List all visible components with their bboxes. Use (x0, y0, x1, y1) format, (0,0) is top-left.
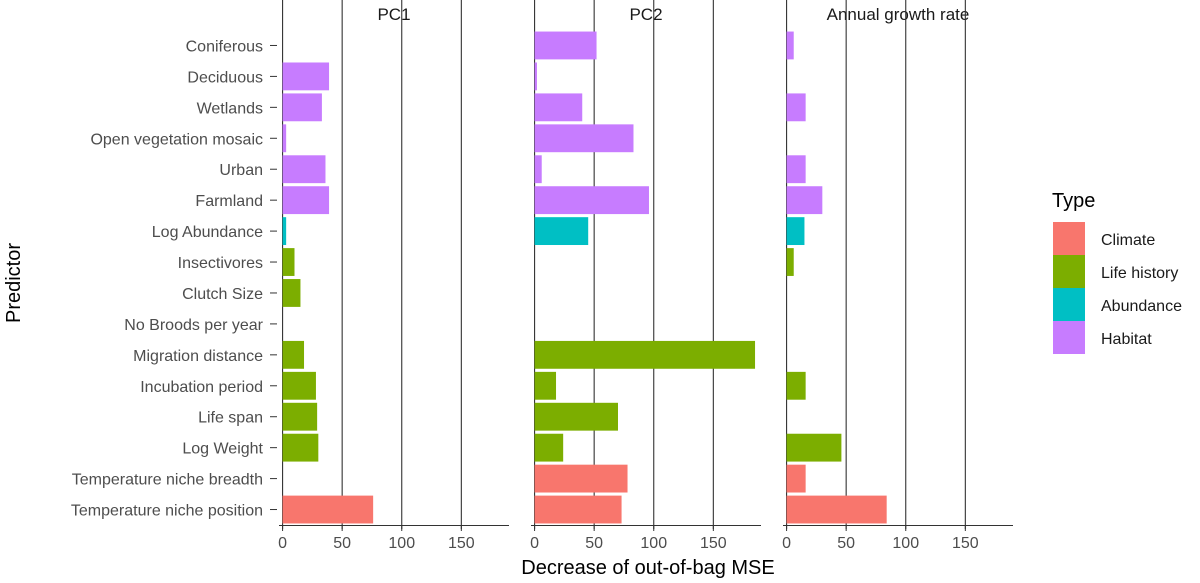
predictor-label-farmland: Farmland (195, 193, 263, 210)
bar-pc1-temperature-niche-position (282, 495, 374, 524)
bar-pc2-wetlands (534, 93, 583, 122)
bar-pc1-urban (282, 155, 326, 184)
bar-annual-growth-rate-temperature-niche-position (786, 495, 887, 524)
predictor-label-coniferous: Coniferous (186, 38, 263, 55)
legend-label-climate: Climate (1101, 232, 1155, 249)
bar-annual-growth-rate-incubation-period (786, 371, 806, 400)
x-tick-label-annual-growth-rate-150: 150 (952, 535, 979, 552)
bar-pc1-deciduous (282, 62, 330, 91)
predictor-label-no-broods-per-year: No Broods per year (124, 317, 263, 334)
bar-annual-growth-rate-coniferous (786, 31, 794, 60)
bar-pc1-log-weight (282, 433, 319, 462)
legend-swatch-abundance (1053, 288, 1085, 321)
bar-pc2-incubation-period (534, 371, 557, 400)
predictor-label-log-abundance: Log Abundance (152, 224, 263, 241)
panel-title-pc1: PC1 (377, 5, 410, 24)
predictor-label-clutch-size: Clutch Size (182, 286, 263, 303)
panel-title-pc2: PC2 (629, 5, 662, 24)
bar-pc2-deciduous (534, 62, 537, 91)
predictor-label-life-span: Life span (198, 410, 263, 427)
bar-annual-growth-rate-log-weight (786, 433, 842, 462)
x-tick-label-annual-growth-rate-50: 50 (837, 535, 855, 552)
bar-pc2-life-span (534, 402, 618, 431)
predictor-label-incubation-period: Incubation period (140, 379, 263, 396)
bar-annual-growth-rate-temperature-niche-breadth (786, 464, 806, 493)
bar-pc1-clutch-size (282, 279, 301, 307)
bar-pc1-wetlands (282, 93, 322, 122)
bar-pc2-migration-distance (534, 340, 756, 369)
x-tick-label-pc2-150: 150 (700, 535, 727, 552)
predictor-labels: Coniferous Deciduous Wetlands Open vegetati… (71, 38, 277, 520)
bar-annual-growth-rate-insectivores (786, 248, 794, 276)
bar-pc2-temperature-niche-position (534, 495, 622, 524)
bar-pc2-temperature-niche-breadth (534, 464, 628, 493)
x-tick-label-pc1-150: 150 (448, 535, 475, 552)
x-tick-label-annual-growth-rate-100: 100 (892, 535, 919, 552)
predictor-label-insectivores: Insectivores (178, 255, 263, 272)
bar-pc1-farmland (282, 186, 330, 215)
x-tick-label-pc2-50: 50 (585, 535, 603, 552)
bar-annual-growth-rate-log-abundance (786, 217, 805, 246)
bar-pc2-log-abundance (534, 217, 589, 246)
x-tick-label-pc2-0: 0 (530, 535, 539, 552)
bar-pc1-life-span (282, 402, 318, 431)
bar-pc1-open-vegetation-mosaic (282, 124, 287, 153)
legend-swatch-life-history (1053, 255, 1085, 288)
bar-pc2-coniferous (534, 31, 597, 60)
legend: Type Climate Life history Abundance Habitat (1052, 190, 1182, 354)
panel-pc2: PC2 0 50 100 150 (530, 0, 761, 552)
bar-pc1-incubation-period (282, 371, 316, 400)
bar-annual-growth-rate-wetlands (786, 93, 806, 122)
x-tick-label-pc2-100: 100 (640, 535, 667, 552)
predictor-label-temperature-niche-breadth: Temperature niche breadth (72, 472, 263, 489)
x-tick-label-annual-growth-rate-0: 0 (782, 535, 791, 552)
legend-swatch-climate (1053, 222, 1085, 255)
legend-label-habitat: Habitat (1101, 331, 1152, 348)
predictor-label-temperature-niche-position: Temperature niche position (71, 503, 263, 520)
predictor-label-wetlands: Wetlands (197, 100, 263, 117)
x-tick-label-pc1-0: 0 (278, 535, 287, 552)
legend-title: Type (1052, 190, 1095, 212)
x-tick-label-pc1-100: 100 (388, 535, 415, 552)
y-axis-title: Predictor (3, 243, 25, 323)
legend-entries: Climate Life history Abundance Habitat (1053, 222, 1182, 354)
bar-pc2-urban (534, 155, 542, 184)
x-tick-label-pc1-50: 50 (333, 535, 351, 552)
legend-swatch-habitat (1053, 321, 1085, 354)
legend-label-abundance: Abundance (1101, 298, 1182, 315)
panel-pc1: PC1 0 50 100 150 (278, 0, 509, 552)
predictor-label-deciduous: Deciduous (187, 69, 263, 86)
predictor-label-open-vegetation-mosaic: Open vegetation mosaic (90, 131, 263, 148)
legend-label-life-history: Life history (1101, 265, 1178, 282)
bar-pc1-insectivores (282, 248, 295, 276)
bar-pc1-migration-distance (282, 340, 305, 369)
predictor-label-log-weight: Log Weight (182, 441, 263, 458)
bar-pc2-open-vegetation-mosaic (534, 124, 634, 153)
bar-annual-growth-rate-farmland (786, 186, 823, 215)
bar-annual-growth-rate-urban (786, 155, 806, 184)
panel-annual-growth-rate: Annual growth rate 0 50 100 150 (782, 0, 1013, 552)
bar-pc2-farmland (534, 186, 649, 215)
bar-pc1-log-abundance (282, 217, 287, 246)
predictor-label-migration-distance: Migration distance (133, 348, 263, 365)
x-axis-title: Decrease of out-of-bag MSE (521, 557, 774, 579)
predictor-label-urban: Urban (219, 162, 263, 179)
bar-pc2-log-weight (534, 433, 564, 462)
panel-title-annual-growth-rate: Annual growth rate (827, 5, 970, 24)
